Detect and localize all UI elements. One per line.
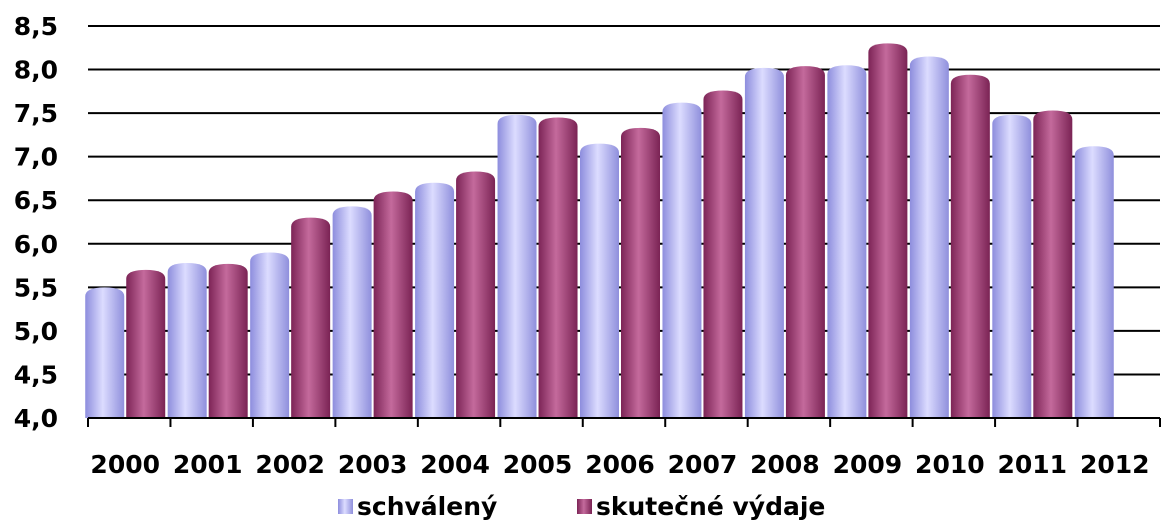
bar-schvaleny-2003 — [332, 206, 372, 418]
x-tick-label: 2007 — [668, 450, 738, 479]
y-tick-label: 8,0 — [14, 56, 58, 85]
bars — [85, 43, 1114, 419]
y-tick-label: 6,5 — [14, 186, 58, 215]
bar-schvaleny-2010 — [909, 56, 949, 418]
bar-skutecne-vydaje-2008 — [785, 66, 825, 419]
x-tick-label: 2010 — [915, 450, 985, 479]
y-tick-label: 6,0 — [14, 230, 58, 259]
bar-schvaleny-2009 — [827, 65, 867, 418]
x-tick-label: 2011 — [998, 450, 1068, 479]
bar-schvaleny-2004 — [415, 182, 455, 418]
x-tick-label: 2008 — [750, 450, 820, 479]
bar-schvaleny-2005 — [497, 114, 537, 418]
y-tick-label: 7,0 — [14, 143, 58, 172]
bar-skutecne-vydaje-2011 — [1033, 110, 1073, 419]
bar-schvaleny-2012 — [1074, 146, 1114, 419]
bar-skutecne-vydaje-2002 — [291, 217, 331, 418]
y-tick-label: 5,0 — [14, 317, 58, 346]
bar-skutecne-vydaje-2004 — [456, 171, 496, 418]
bar-schvaleny-2000 — [85, 287, 125, 418]
x-tick-label: 2003 — [338, 450, 408, 479]
legend-swatch-skutecne-vydaje — [577, 499, 592, 514]
legend-label-schvaleny: schválený — [357, 492, 497, 521]
x-tick-label: 2004 — [420, 450, 490, 479]
x-tick-label: 2006 — [585, 450, 655, 479]
x-tick-label: 2009 — [833, 450, 903, 479]
bar-skutecne-vydaje-2010 — [950, 74, 990, 418]
x-tick-label: 2001 — [173, 450, 243, 479]
bar-skutecne-vydaje-2003 — [373, 191, 413, 418]
x-tick-label: 2002 — [255, 450, 325, 479]
bar-schvaleny-2007 — [662, 102, 702, 418]
y-tick-label: 8,5 — [14, 12, 58, 41]
bar-schvaleny-2006 — [580, 143, 619, 418]
bar-schvaleny-2008 — [744, 67, 784, 419]
x-tick-label: 2000 — [90, 450, 160, 479]
y-axis-ticks: 4,0 4,5 5,0 5,5 6,0 6,5 7,0 7,5 8,0 8,5 — [14, 12, 58, 433]
bar-skutecne-vydaje-2007 — [703, 90, 743, 418]
y-tick-label: 4,5 — [14, 360, 58, 389]
bar-schvaleny-2001 — [167, 262, 207, 418]
x-axis-ticks: 2000 2001 2002 2003 2004 2005 2006 2007 2008 2009… — [90, 450, 1149, 479]
y-tick-label: 7,5 — [14, 99, 58, 128]
bar-skutecne-vydaje-2009 — [868, 43, 908, 419]
bar-schvaleny-2002 — [250, 252, 290, 418]
x-axis — [87, 417, 1161, 427]
bar-skutecne-vydaje-2005 — [538, 117, 578, 418]
legend: schválený skutečné výdaje — [338, 492, 825, 521]
bar-skutecne-vydaje-2000 — [126, 269, 166, 418]
y-tick-label: 5,5 — [14, 273, 58, 302]
bar-schvaleny-2011 — [992, 114, 1032, 418]
legend-swatch-schvaleny — [338, 499, 353, 514]
bar-skutecne-vydaje-2001 — [208, 263, 248, 418]
bar-skutecne-vydaje-2006 — [621, 127, 660, 419]
y-tick-label: 4,0 — [14, 404, 58, 433]
x-tick-label: 2005 — [503, 450, 573, 479]
legend-label-skutecne-vydaje: skutečné výdaje — [596, 492, 825, 521]
x-tick-label: 2012 — [1080, 450, 1150, 479]
